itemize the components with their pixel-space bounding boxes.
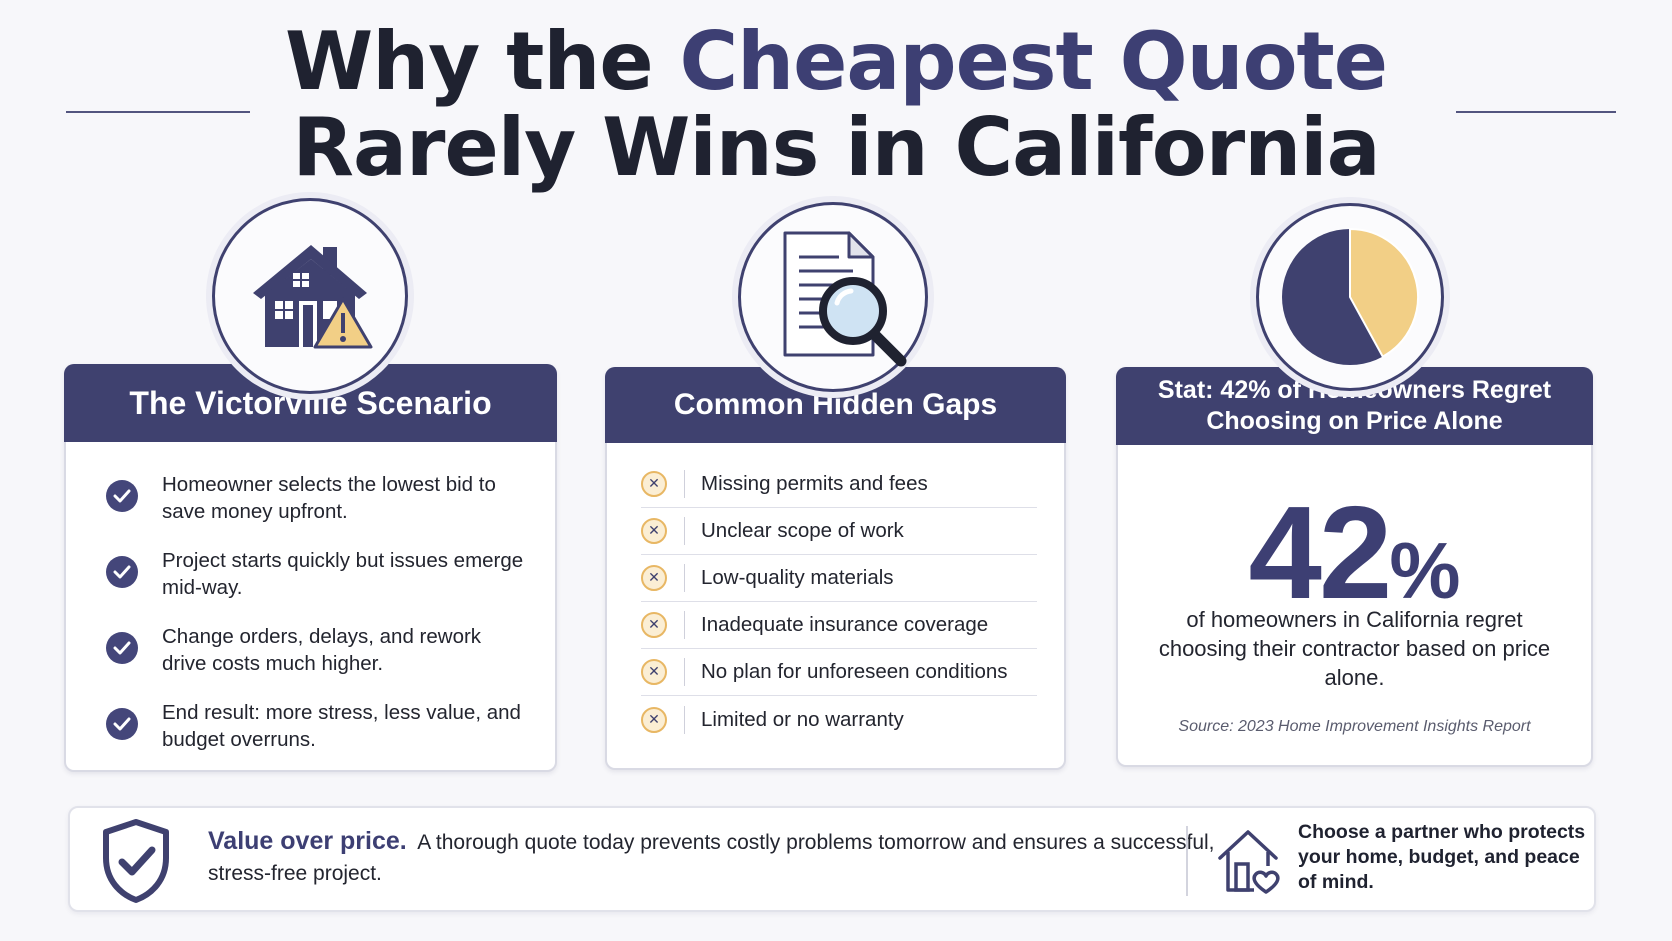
- pie-slice-highlight: [1349, 227, 1419, 358]
- list-item: End result: more stress, less value, and…: [106, 699, 526, 753]
- list-item: Homeowner selects the lowest bid to save…: [106, 471, 526, 525]
- banner-text: A thorough quote today prevents costly p…: [208, 831, 1215, 885]
- list-item-text: Missing permits and fees: [701, 472, 928, 495]
- list-item-text: Change orders, delays, and rework drive …: [162, 625, 482, 675]
- check-icon: [106, 632, 138, 664]
- stat-description: of homeowners in California regret choos…: [1158, 607, 1551, 690]
- check-icon: [106, 556, 138, 588]
- shield-check-icon: [100, 818, 172, 908]
- stat-value: 42: [1248, 479, 1393, 626]
- list-item: ✕ Limited or no warranty: [641, 696, 1037, 743]
- pie-chart-icon: [1256, 203, 1444, 391]
- stat-source: Source: 2023 Home Improvement Insights R…: [1178, 718, 1531, 735]
- house-warning-icon: [212, 198, 408, 394]
- page-title: Why the Cheapest Quote Rarely Wins in Ca…: [0, 22, 1672, 188]
- list-item: ✕ Low-quality materials: [641, 555, 1037, 602]
- check-icon: [106, 480, 138, 512]
- x-icon: ✕: [641, 471, 667, 497]
- list-item-text: Low-quality materials: [701, 566, 894, 589]
- title-rule-right: [1456, 111, 1616, 113]
- list-item: ✕ Unclear scope of work: [641, 508, 1037, 555]
- banner-divider: [1186, 826, 1188, 896]
- check-icon: [106, 708, 138, 740]
- title-line-1: Why the Cheapest Quote: [0, 22, 1672, 102]
- title-line-2: Rarely Wins in California: [292, 101, 1380, 194]
- title-prefix: Why the: [284, 15, 680, 108]
- x-icon: ✕: [641, 565, 667, 591]
- victorville-card: The Victorville Scenario Homeowner selec…: [64, 364, 557, 772]
- list-item-text: End result: more stress, less value, and…: [162, 701, 521, 751]
- hidden-gaps-heading: Common Hidden Gaps: [605, 367, 1066, 443]
- list-item-text: Project starts quickly but issues emerge…: [162, 549, 524, 599]
- list-item: ✕ Missing permits and fees: [641, 461, 1037, 508]
- home-heart-icon: [1214, 826, 1282, 900]
- banner-bold: Value over price.: [208, 827, 407, 855]
- partner-message: Choose a partner who protects your home,…: [1298, 821, 1586, 893]
- x-icon: ✕: [641, 612, 667, 638]
- x-icon: ✕: [641, 659, 667, 685]
- hidden-gaps-card: Common Hidden Gaps ✕ Missing permits and …: [605, 367, 1066, 770]
- list-item-text: No plan for unforeseen conditions: [701, 660, 1008, 683]
- divider: [684, 470, 685, 498]
- title-accent: Cheapest Quote: [679, 15, 1388, 108]
- list-item-text: Homeowner selects the lowest bid to save…: [162, 473, 496, 523]
- divider: [684, 564, 685, 592]
- stat-unit: %: [1389, 526, 1461, 615]
- list-item: ✕ Inadequate insurance coverage: [641, 602, 1037, 649]
- list-item-text: Inadequate insurance coverage: [701, 613, 989, 636]
- title-rule-left: [66, 111, 250, 113]
- divider: [684, 611, 685, 639]
- banner-message: Value over price. A thorough quote today…: [208, 826, 1218, 889]
- list-item-text: Unclear scope of work: [701, 519, 904, 542]
- x-icon: ✕: [641, 706, 667, 733]
- stat-card: Stat: 42% of Homeowners Regret Choosing …: [1116, 367, 1593, 767]
- list-item: ✕ No plan for unforeseen conditions: [641, 649, 1037, 696]
- stat-number: 42%: [1118, 477, 1591, 628]
- divider: [684, 705, 685, 734]
- divider: [684, 658, 685, 686]
- divider: [684, 517, 685, 545]
- list-item-text: Limited or no warranty: [701, 707, 904, 731]
- x-icon: ✕: [641, 518, 667, 544]
- value-banner: Value over price. A thorough quote today…: [68, 806, 1596, 912]
- victorville-list: Homeowner selects the lowest bid to save…: [106, 471, 526, 775]
- document-magnifier-icon: [738, 202, 928, 392]
- hidden-gaps-list: ✕ Missing permits and fees ✕ Unclear scope…: [641, 461, 1037, 743]
- list-item: Change orders, delays, and rework drive …: [106, 623, 526, 677]
- list-item: Project starts quickly but issues emerge…: [106, 547, 526, 601]
